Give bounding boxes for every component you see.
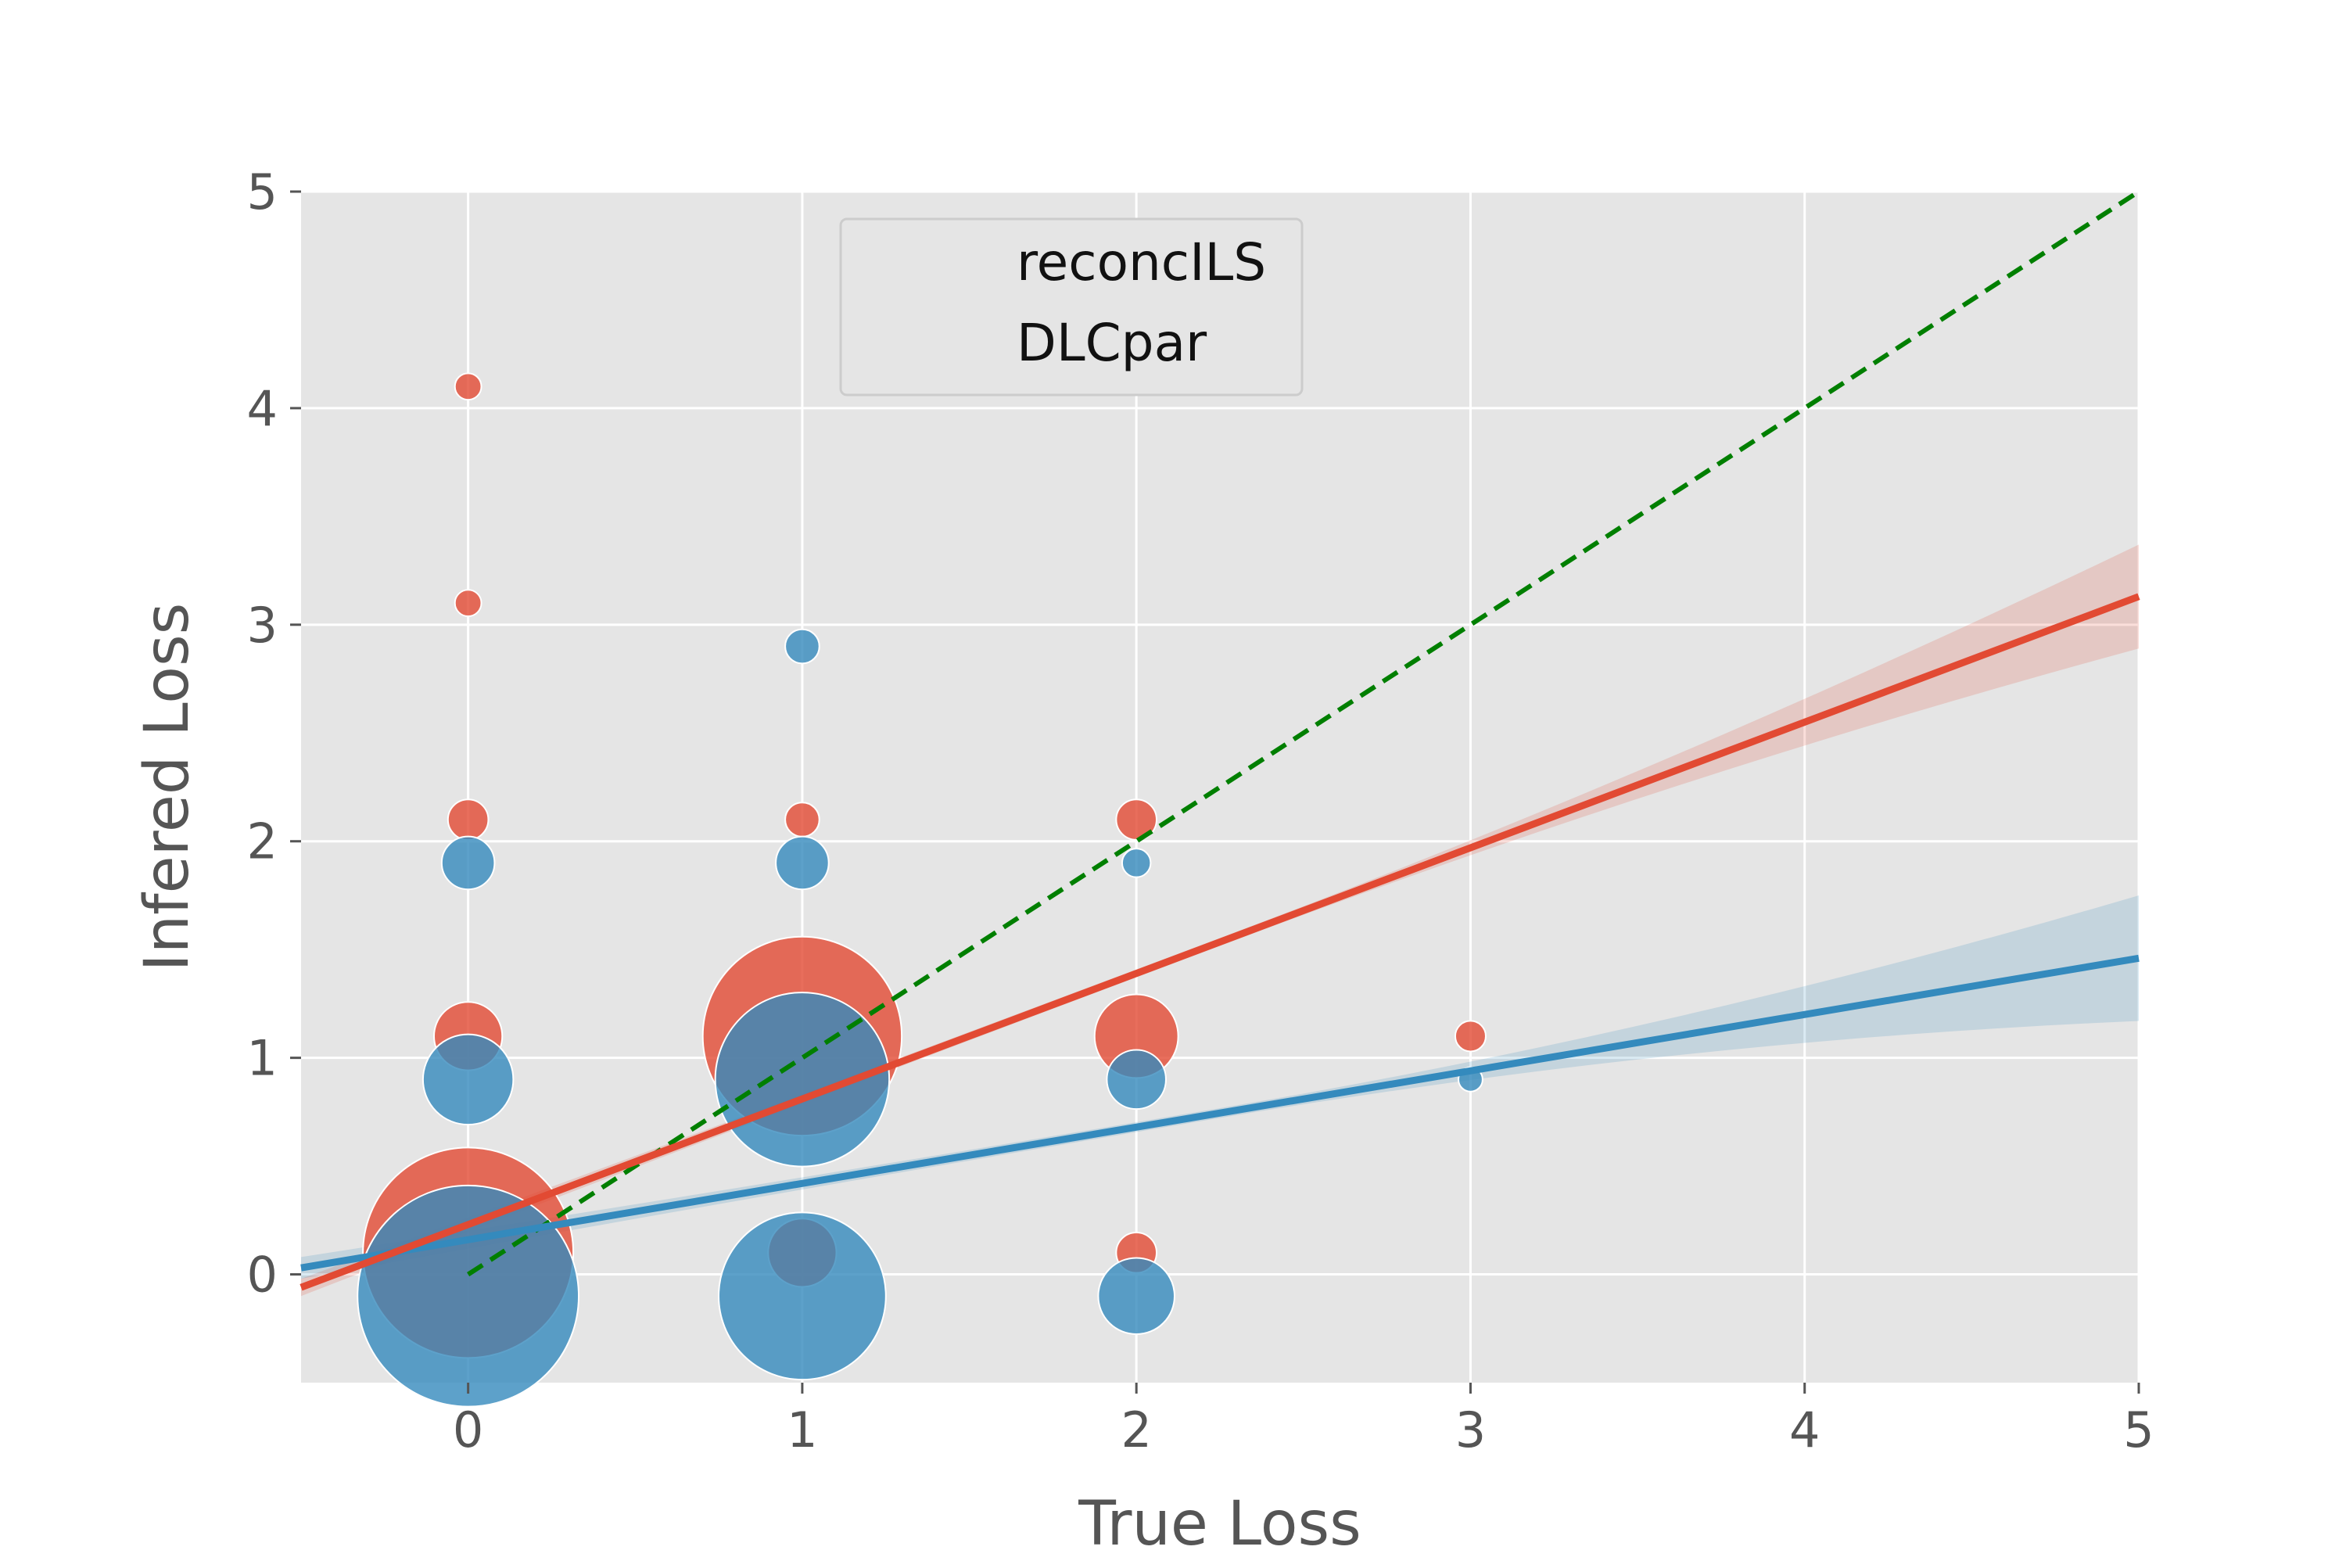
- x-tick-label: 3: [1455, 1401, 1486, 1459]
- reference-line: [467, 189, 2140, 1277]
- x-tick-label: 0: [453, 1401, 483, 1459]
- x-axis-label: True Loss: [1078, 1489, 1361, 1559]
- point-reconcils: [454, 589, 482, 618]
- point-reconcils: [454, 372, 482, 401]
- y-tick-label: 1: [247, 1030, 278, 1087]
- point-dlcpar: [718, 1211, 887, 1381]
- point-dlcpar: [1106, 1049, 1167, 1111]
- point-reconcils: [784, 802, 820, 838]
- x-tick-label: 2: [1121, 1401, 1151, 1459]
- point-reconcils: [447, 798, 490, 841]
- point-reconcils: [1454, 1020, 1487, 1053]
- x-tick-label: 4: [1789, 1401, 1820, 1459]
- legend-label-dlcpar: DLCpar: [1017, 313, 1207, 373]
- point-dlcpar: [775, 835, 830, 891]
- legend-label-reconcils: reconcILS: [1017, 232, 1266, 292]
- point-dlcpar: [784, 628, 820, 665]
- point-dlcpar: [1121, 848, 1152, 878]
- regression-line-reconcils: [300, 593, 2140, 1291]
- point-dlcpar: [1097, 1257, 1175, 1336]
- x-tick-label: 5: [2123, 1401, 2154, 1459]
- regression-lines: [300, 189, 2140, 1291]
- y-tick-label: 2: [247, 813, 278, 870]
- point-dlcpar: [421, 1033, 515, 1126]
- axis-ticks: 0 1 2 3 4 5 0 1 2 3 4 5: [247, 163, 2154, 1459]
- y-axis-label: Infered Loss: [132, 603, 203, 972]
- point-dlcpar: [440, 835, 496, 891]
- point-dlcpar: [714, 992, 891, 1168]
- y-tick-label: 3: [247, 597, 278, 654]
- regression-line-dlcpar: [300, 954, 2140, 1272]
- point-reconcils: [1115, 798, 1157, 841]
- legend: reconcILS DLCpar: [839, 217, 1304, 396]
- y-tick-label: 5: [247, 163, 278, 221]
- y-tick-label: 0: [247, 1247, 278, 1304]
- scatter-points: [357, 372, 1487, 1408]
- point-dlcpar: [357, 1184, 580, 1408]
- y-tick-label: 4: [247, 380, 278, 437]
- x-tick-label: 1: [787, 1401, 817, 1459]
- legend-box: [839, 217, 1304, 396]
